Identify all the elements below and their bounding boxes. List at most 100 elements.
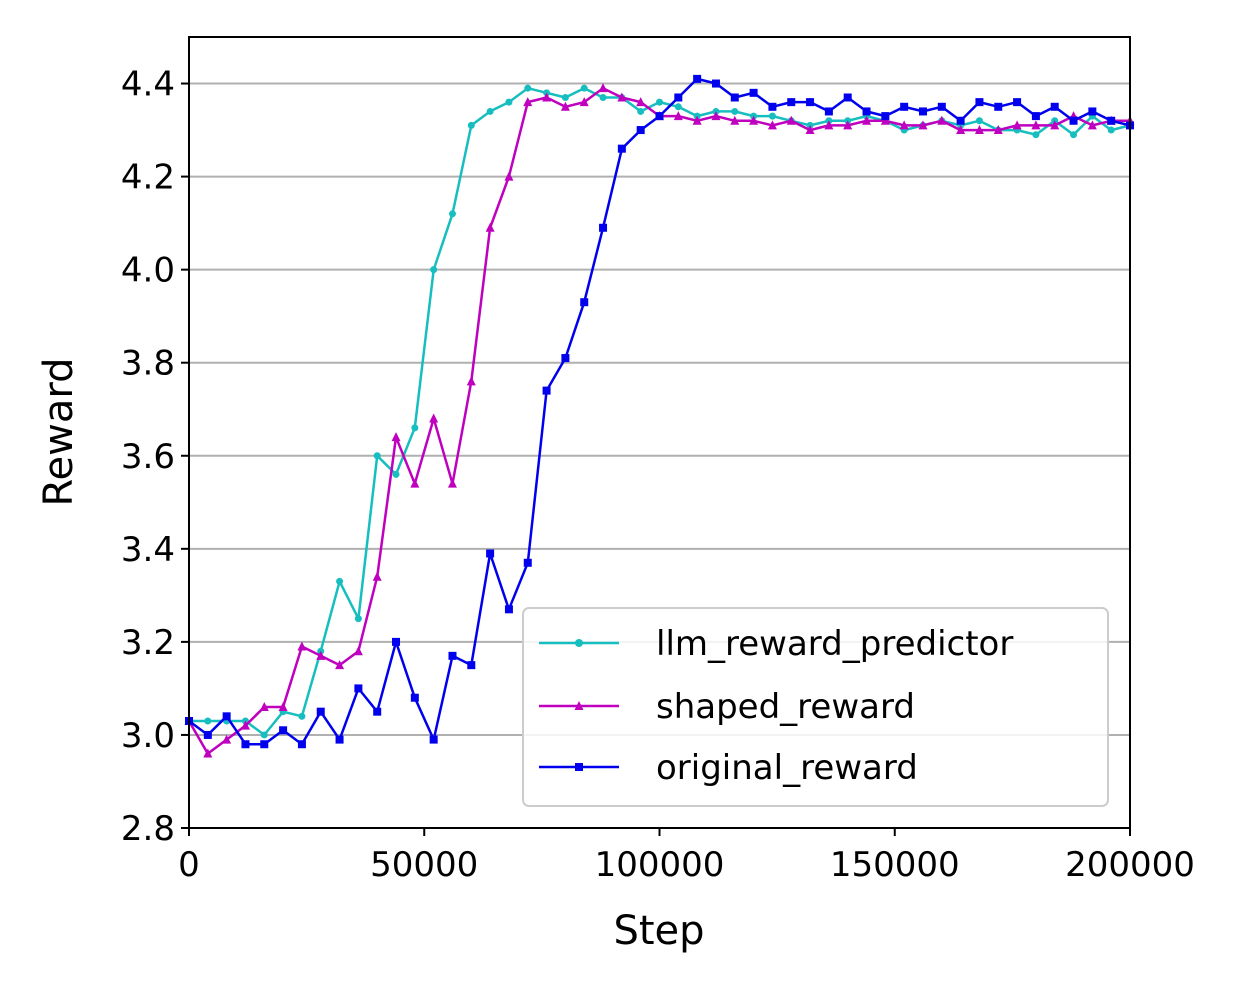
data-point-original_reward [711, 79, 720, 88]
data-point-original_reward [279, 726, 288, 735]
series-original_reward [185, 74, 1134, 749]
legend: llm_reward_predictor shaped_reward origi… [522, 607, 1109, 807]
data-point-original_reward [523, 558, 532, 567]
data-point-shaped_reward [786, 115, 796, 125]
data-point-llm_reward_predictor [637, 107, 645, 115]
data-point-original_reward [542, 386, 551, 395]
data-point-original_reward [392, 637, 401, 646]
data-point-shaped_reward [372, 571, 382, 581]
legend-box [522, 607, 1109, 807]
data-point-shaped_reward [767, 120, 777, 130]
data-point-original_reward [655, 112, 664, 121]
data-point-original_reward [241, 740, 250, 749]
data-point-shaped_reward [805, 125, 815, 135]
data-point-original_reward [937, 102, 946, 111]
data-point-shaped_reward [749, 115, 759, 125]
data-point-shaped_reward [993, 125, 1003, 135]
x-axis: 0 50000 100000 150000 200000 [178, 828, 1195, 885]
data-point-llm_reward_predictor [561, 93, 569, 101]
data-point-llm_reward_predictor [505, 98, 513, 106]
data-point-shaped_reward [297, 641, 307, 651]
y-tick-label: 3.0 [121, 716, 175, 756]
y-tick-label: 3.4 [121, 530, 175, 570]
data-point-original_reward [1013, 98, 1022, 107]
data-point-shaped_reward [899, 120, 909, 130]
y-tick-label: 4.0 [121, 251, 175, 291]
data-point-shaped_reward [824, 120, 834, 130]
y-tick-label: 4.4 [121, 65, 175, 105]
data-point-llm_reward_predictor [411, 424, 419, 432]
data-point-llm_reward_predictor [975, 117, 983, 125]
x-tick-label: 50000 [370, 845, 478, 885]
data-point-llm_reward_predictor [768, 112, 776, 120]
data-point-shaped_reward [278, 702, 288, 712]
data-point-shaped_reward [1087, 120, 1097, 130]
data-point-shaped_reward [1050, 120, 1060, 130]
data-point-shaped_reward [466, 376, 476, 386]
y-tick-label: 3.8 [121, 344, 175, 384]
legend-marker-llm_reward_predictor [575, 639, 583, 647]
data-point-original_reward [467, 661, 476, 670]
legend-marker-original_reward [575, 763, 583, 771]
data-point-shaped_reward [617, 92, 627, 102]
y-tick-label: 2.8 [121, 809, 175, 849]
data-point-llm_reward_predictor [467, 121, 475, 129]
data-point-original_reward [486, 549, 495, 558]
data-point-llm_reward_predictor [1032, 131, 1040, 139]
data-point-shaped_reward [937, 115, 947, 125]
data-point-original_reward [316, 707, 325, 716]
data-point-shaped_reward [259, 702, 269, 712]
data-point-shaped_reward [598, 83, 608, 93]
data-point-original_reward [354, 684, 363, 693]
data-point-shaped_reward [391, 432, 401, 442]
data-point-shaped_reward [673, 111, 683, 121]
data-point-original_reward [297, 740, 306, 749]
y-tick-label: 3.2 [121, 623, 175, 663]
y-tick-label: 4.2 [121, 158, 175, 198]
data-point-shaped_reward [222, 734, 232, 744]
data-point-shaped_reward [447, 478, 457, 488]
data-point-shaped_reward [316, 650, 326, 660]
legend-entry-llm_reward_predictor: llm_reward_predictor [539, 624, 1013, 664]
data-point-llm_reward_predictor [336, 577, 344, 585]
data-point-original_reward [410, 693, 419, 702]
data-point-original_reward [429, 735, 438, 744]
grid-lines [189, 82, 1130, 829]
data-point-original_reward [617, 144, 626, 153]
data-point-original_reward [636, 126, 645, 135]
data-point-original_reward [580, 298, 589, 307]
y-axis-label: Reward [36, 358, 82, 507]
x-tick-label: 0 [178, 845, 200, 885]
data-point-shaped_reward [429, 413, 439, 423]
x-axis-label: Step [613, 908, 704, 954]
data-point-shaped_reward [560, 101, 570, 111]
data-point-original_reward [806, 98, 815, 107]
data-point-llm_reward_predictor [448, 210, 456, 218]
data-point-original_reward [900, 102, 909, 111]
data-point-shaped_reward [203, 748, 213, 758]
data-point-shaped_reward [880, 115, 890, 125]
data-point-original_reward [862, 107, 871, 116]
data-point-original_reward [504, 605, 513, 614]
data-point-original_reward [373, 707, 382, 716]
data-point-original_reward [843, 93, 852, 102]
data-point-llm_reward_predictor [1107, 126, 1115, 134]
data-point-llm_reward_predictor [1070, 131, 1078, 139]
legend-label-original_reward: original_reward [656, 748, 918, 788]
legend-label-shaped_reward: shaped_reward [656, 687, 915, 727]
data-point-shaped_reward [730, 115, 740, 125]
data-point-original_reward [674, 93, 683, 102]
data-point-shaped_reward [711, 111, 721, 121]
data-point-original_reward [730, 93, 739, 102]
data-point-shaped_reward [542, 92, 552, 102]
legend-entry-original_reward: original_reward [539, 748, 918, 788]
data-point-original_reward [787, 98, 796, 107]
x-tick-label: 200000 [1065, 845, 1195, 885]
data-point-shaped_reward [1031, 120, 1041, 130]
y-tick-label: 3.6 [121, 437, 175, 477]
data-point-original_reward [824, 107, 833, 116]
data-point-llm_reward_predictor [204, 717, 212, 725]
data-point-original_reward [1050, 102, 1059, 111]
data-point-llm_reward_predictor [731, 107, 739, 115]
